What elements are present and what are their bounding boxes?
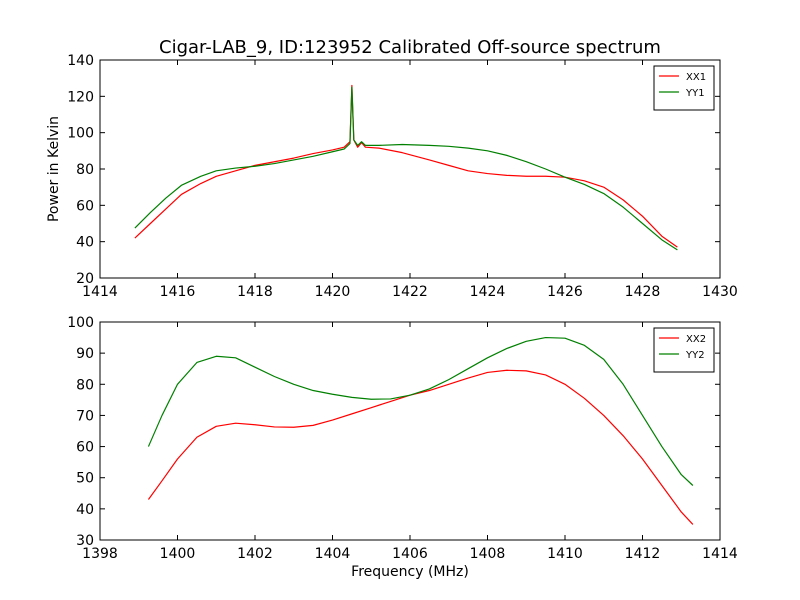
x-tick-label: 1430 bbox=[702, 284, 738, 300]
y-tick-label: 100 bbox=[67, 126, 94, 142]
x-tick-label: 1414 bbox=[702, 546, 738, 562]
x-tick-label: 1414 bbox=[82, 284, 118, 300]
legend-entry-xx1: XX1 bbox=[686, 72, 706, 83]
x-tick-label: 1416 bbox=[160, 284, 196, 300]
top-subplot: 1414 1416 1418 1420 1422 1424 1426 1428 1430 20 40… bbox=[46, 53, 738, 300]
legend-box-1 bbox=[653, 327, 715, 373]
series-line-xx1 bbox=[134, 84, 678, 248]
x-tick-label: 1402 bbox=[237, 546, 273, 562]
legend-box-0 bbox=[653, 65, 715, 111]
x-tick-label: 1410 bbox=[547, 546, 583, 562]
x-tick-label: 1428 bbox=[625, 284, 661, 300]
legend-entry-yy1: YY1 bbox=[685, 88, 705, 99]
y-tick-label: 80 bbox=[76, 162, 94, 178]
y-tick-label: 70 bbox=[76, 408, 94, 424]
y-tick-label: 140 bbox=[67, 53, 94, 69]
chart-title: Cigar-LAB_9, ID:123952 Calibrated Off-so… bbox=[159, 37, 661, 58]
x-tick-label: 1400 bbox=[160, 546, 196, 562]
y-tick-label: 30 bbox=[76, 533, 94, 549]
x-tick-label: 1408 bbox=[470, 546, 506, 562]
y-tick-label: 40 bbox=[76, 235, 94, 251]
legend-entry-xx2: XX2 bbox=[686, 334, 706, 345]
x-tick-label: 1424 bbox=[470, 284, 506, 300]
x-tick-label: 1404 bbox=[315, 546, 351, 562]
y-tick-label: 40 bbox=[76, 502, 94, 518]
x-tick-label: 1418 bbox=[237, 284, 273, 300]
series-line-xx2 bbox=[147, 369, 694, 525]
bottom-subplot: 1398 1400 1402 1404 1406 1408 1410 1412 1414 30 40… bbox=[67, 315, 738, 580]
y-tick-label: 20 bbox=[76, 271, 94, 287]
legend-entry-yy2: YY2 bbox=[685, 350, 705, 361]
y-tick-label: 50 bbox=[76, 471, 94, 487]
y-tick-label: 80 bbox=[76, 377, 94, 393]
x-tick-label: 1398 bbox=[82, 546, 118, 562]
x-tick-label: 1412 bbox=[625, 546, 661, 562]
series-line-yy1 bbox=[134, 86, 678, 251]
x-tick-label: 1406 bbox=[392, 546, 428, 562]
y-tick-label: 60 bbox=[76, 198, 94, 214]
y-tick-label: 120 bbox=[67, 89, 94, 105]
x-tick-label: 1420 bbox=[315, 284, 351, 300]
x-tick-label: 1426 bbox=[547, 284, 583, 300]
x-axis-label: Frequency (MHz) bbox=[351, 564, 469, 580]
series-line-yy2 bbox=[147, 336, 694, 486]
y-axis-label: Power in Kelvin bbox=[46, 116, 62, 222]
y-tick-label: 100 bbox=[67, 315, 94, 331]
y-tick-label: 60 bbox=[76, 440, 94, 456]
y-tick-label: 90 bbox=[76, 346, 94, 362]
x-tick-label: 1422 bbox=[392, 284, 428, 300]
